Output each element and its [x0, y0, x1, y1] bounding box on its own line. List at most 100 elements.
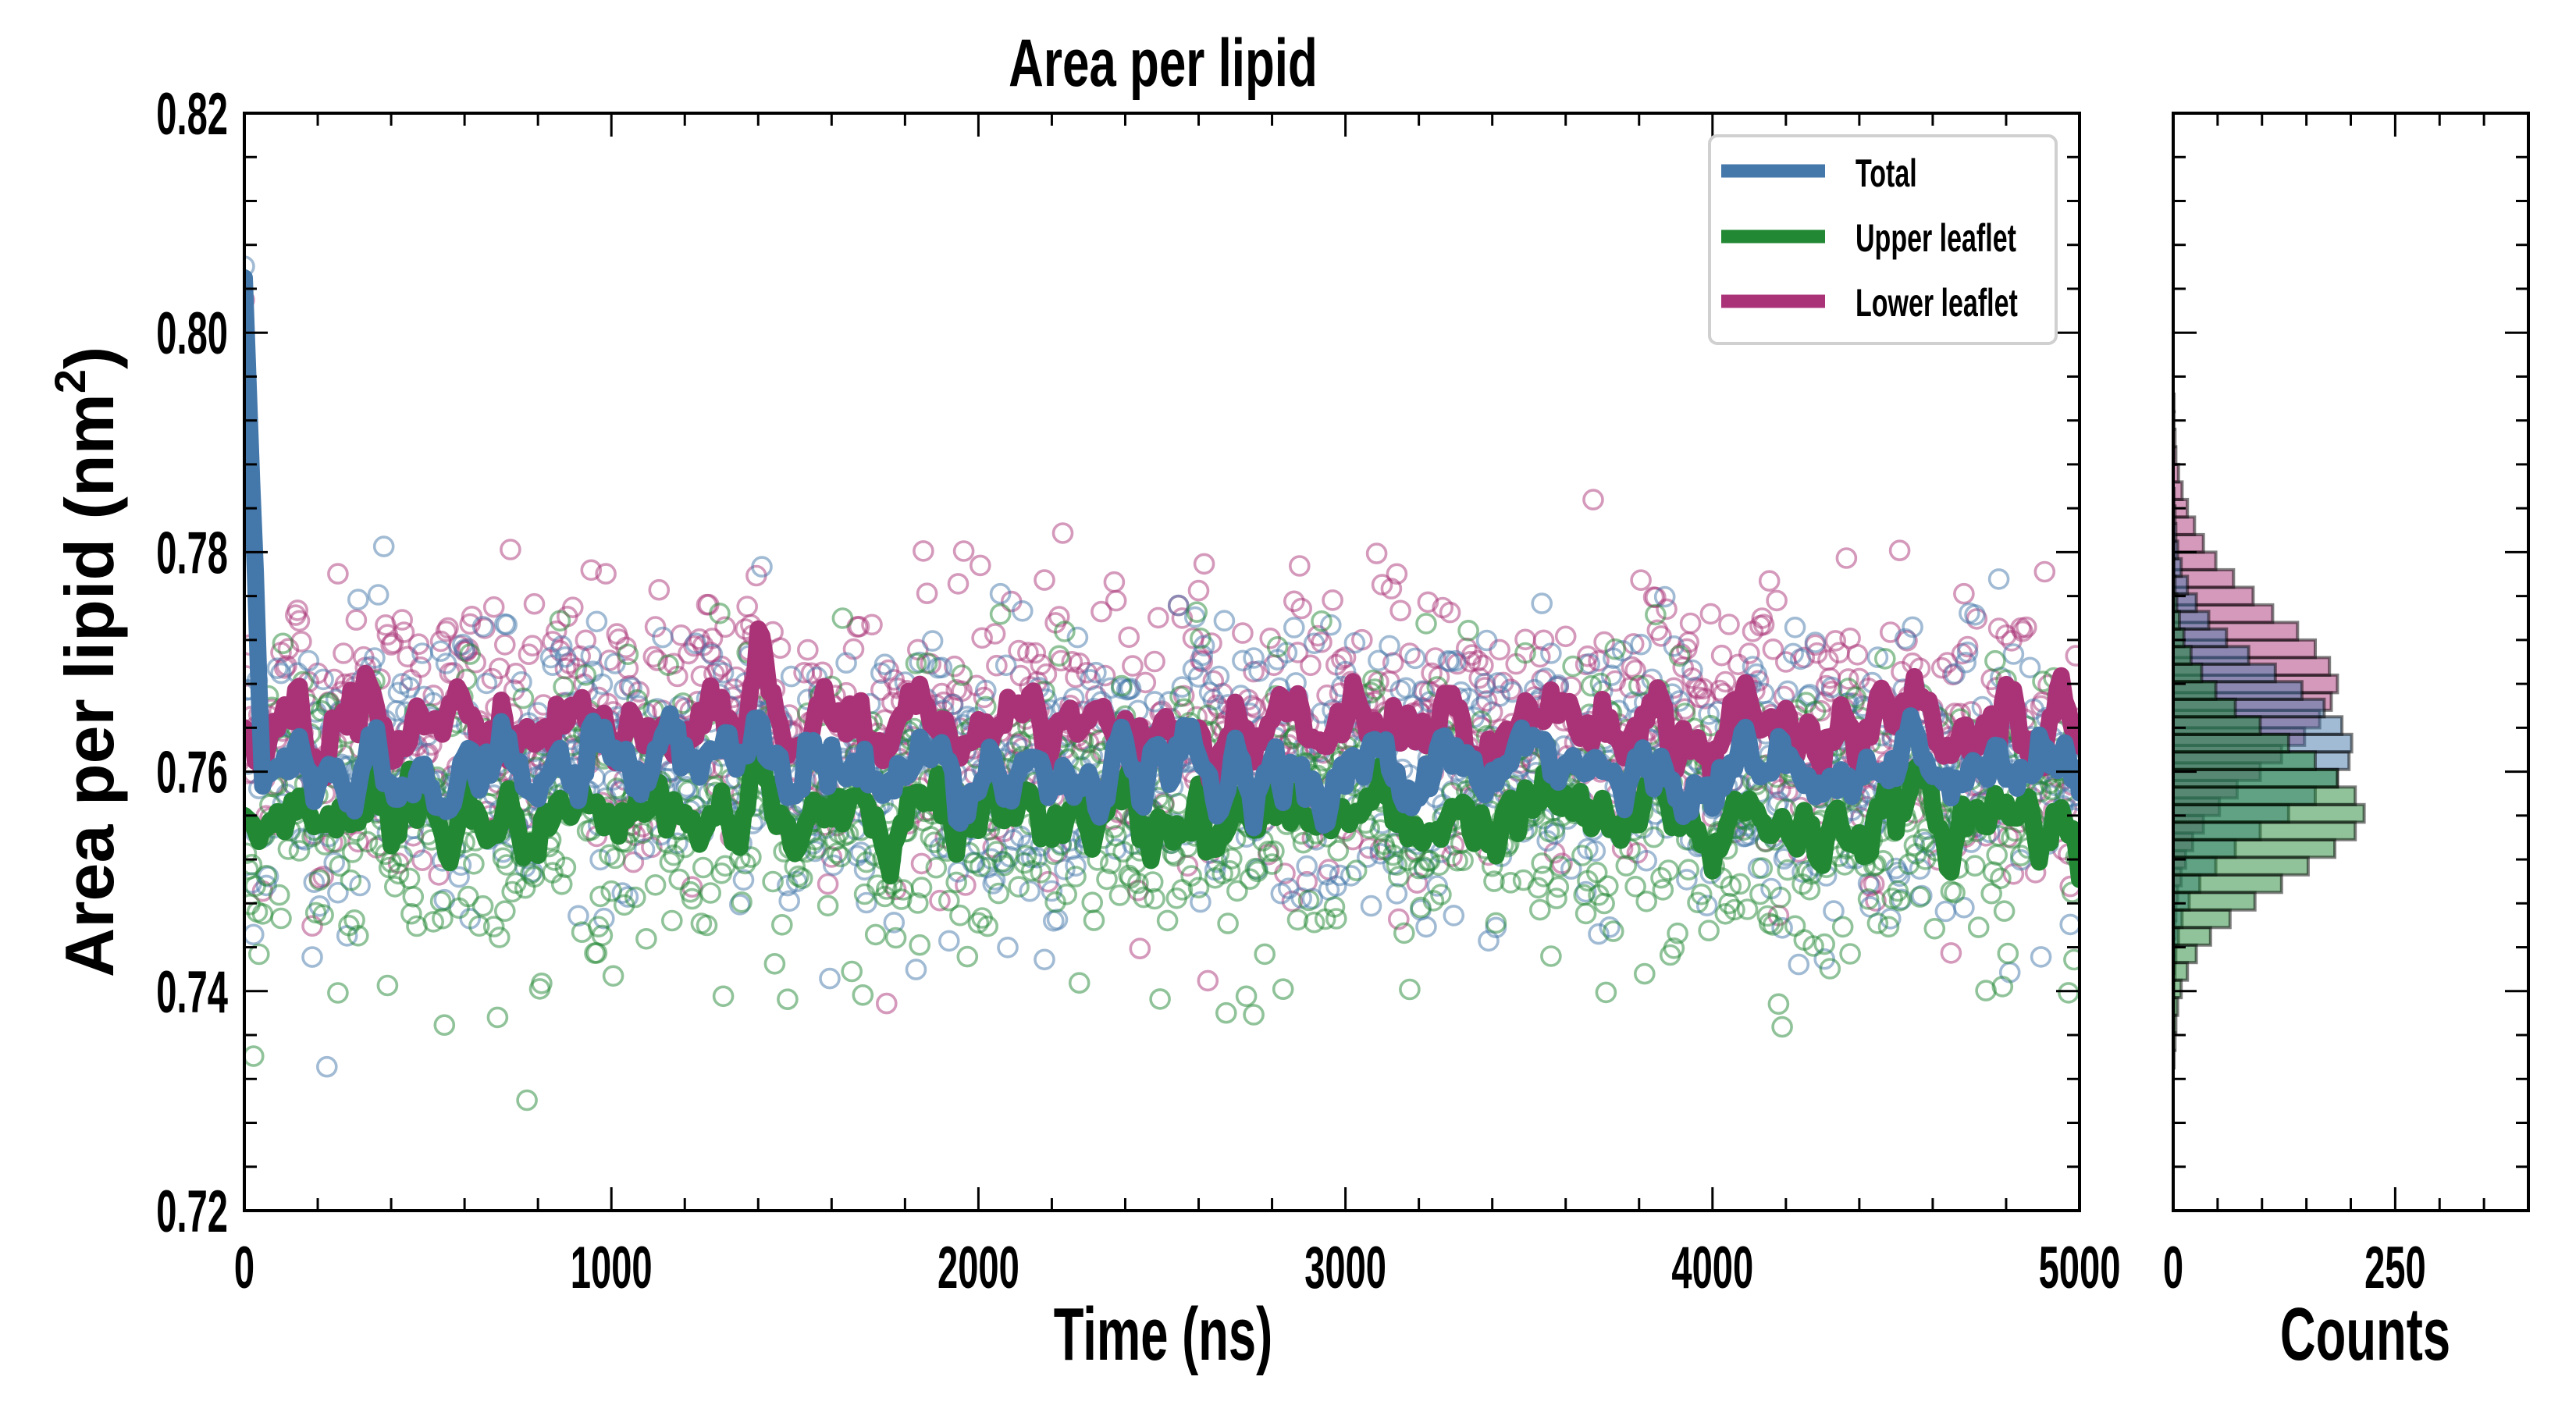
scatter-point	[1585, 862, 1608, 884]
scatter-point	[830, 845, 852, 868]
line-series-total	[244, 269, 2080, 837]
scatter-point	[1470, 710, 1493, 732]
scatter-point	[459, 643, 482, 665]
scatter-point	[777, 988, 799, 1010]
scatter-point	[621, 677, 642, 699]
scatter-point	[909, 934, 930, 956]
scatter-point	[1118, 626, 1140, 649]
hist-bar	[2172, 732, 2290, 754]
scatter-point	[1630, 633, 1652, 656]
scatter-point	[1281, 890, 1304, 912]
y-axis-label: Area per lipid (nm2)	[45, 347, 128, 978]
scatter-point	[1187, 877, 1210, 898]
scatter-point	[938, 889, 960, 912]
scatter-point	[1024, 642, 1047, 664]
scatter-point	[1393, 922, 1415, 944]
scatter-point	[817, 873, 839, 895]
scatter-point	[297, 649, 320, 672]
scatter-point	[247, 943, 270, 966]
scatter-point	[1017, 642, 1039, 663]
scatter-point	[1283, 617, 1305, 638]
scatter-point	[554, 856, 577, 879]
scatter-point	[806, 837, 828, 859]
scatter-point	[1720, 875, 1742, 898]
scatter-point	[1099, 852, 1122, 875]
scatter-point	[852, 984, 874, 1006]
scatter-point	[301, 915, 323, 937]
hist-x-tick-label: 0	[2163, 1236, 2183, 1301]
scatter-point	[1729, 873, 1751, 895]
scatter-point	[2065, 645, 2080, 667]
scatter-point	[1955, 651, 1976, 674]
scatter-point	[1835, 547, 1858, 569]
scatter-point	[1008, 876, 1030, 898]
scatter-point	[376, 974, 399, 997]
scatter-point	[1127, 872, 1149, 895]
scatter-point	[1156, 909, 1179, 932]
scatter-point	[1133, 886, 1155, 909]
scatter-point	[1967, 916, 1990, 938]
scatter-point	[1767, 993, 1790, 1016]
x-tick-label: 0	[234, 1236, 254, 1301]
scatter-point	[989, 603, 1012, 625]
scatter-point	[635, 928, 657, 950]
scatter-point	[916, 652, 938, 674]
scatter-point	[1802, 935, 1824, 957]
scatter-point	[270, 662, 292, 685]
scatter-point	[1430, 884, 1452, 905]
scatter-point	[1771, 1016, 1793, 1038]
scatter-point	[2019, 656, 2041, 679]
scatter-point	[1652, 879, 1674, 901]
main-y-tick-labels: 0.72 0.74 0.76 0.78 0.80 0.82	[156, 82, 228, 1245]
hist-bar	[2172, 627, 2186, 649]
scatter-point	[1547, 876, 1570, 898]
scatter-point	[1443, 905, 1465, 927]
scatter-point	[920, 826, 942, 848]
scatter-point	[751, 556, 773, 578]
scatter-point	[1041, 880, 1063, 902]
scatter-point	[970, 554, 991, 577]
scatter-point	[1369, 843, 1392, 865]
scatter-point	[407, 633, 430, 656]
scatter-point	[1239, 868, 1261, 890]
scatter-point	[1144, 650, 1165, 673]
scatter-point	[663, 844, 685, 866]
scatter-point	[1653, 585, 1676, 608]
scatter-point	[856, 851, 877, 873]
scatter-point	[437, 617, 459, 639]
y-tick-label: 0.74	[156, 959, 228, 1025]
scatter-point	[701, 643, 724, 666]
scatter-point	[1215, 1001, 1237, 1024]
scatter-point	[1562, 655, 1584, 678]
scatter-point	[1588, 649, 1610, 672]
scatter-point	[1180, 865, 1202, 887]
hist-bar	[2172, 961, 2190, 982]
histogram-chart: 0 250 Counts	[2163, 112, 2530, 1376]
scatter-point	[907, 892, 929, 914]
line-layer	[244, 269, 2080, 888]
scatter-point	[600, 880, 623, 902]
scatter-point	[1834, 854, 1856, 876]
scatter-point	[780, 665, 802, 688]
scatter-point	[668, 868, 691, 891]
scatter-point	[244, 853, 263, 876]
scatter-point	[681, 887, 703, 910]
scatter-point	[1724, 898, 1745, 921]
scatter-point	[1272, 978, 1294, 1000]
scatter-point	[1439, 601, 1461, 624]
scatter-point	[1595, 981, 1617, 1004]
scatter-point	[1964, 855, 1986, 877]
scatter-point	[1635, 891, 1657, 912]
scatter-point	[1054, 859, 1076, 880]
scatter-point	[347, 589, 369, 610]
scatter-point	[1788, 953, 1810, 976]
scatter-point	[1266, 635, 1289, 658]
scatter-point	[1167, 594, 1190, 617]
scatter-point	[648, 578, 671, 601]
scatter-point	[817, 895, 839, 917]
scatter-point	[1874, 648, 1896, 670]
scatter-point	[1019, 880, 1041, 902]
scatter-point	[591, 924, 614, 947]
legend-label-lower-leaflet: Lower leaflet	[1856, 282, 2018, 325]
scatter-point	[994, 654, 1017, 677]
